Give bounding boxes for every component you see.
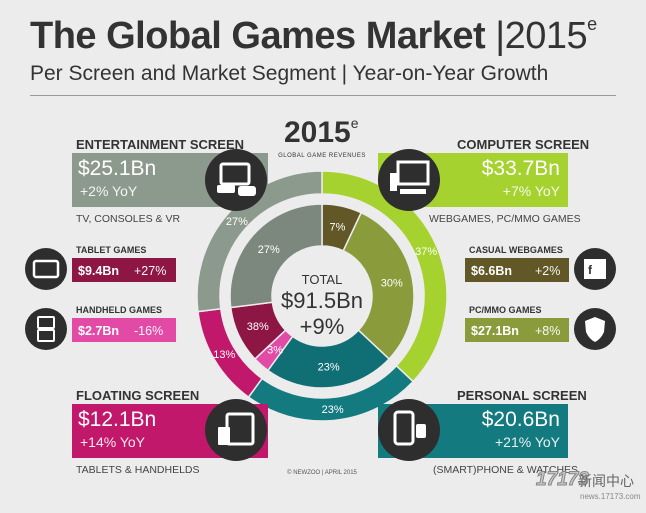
computer-subtitle: WEBGAMES, PC/MMO GAMES [429, 213, 581, 225]
handheld-growth: -16% [134, 324, 164, 338]
inner-slice-entertainment [229, 203, 323, 309]
tablet-value: $9.4Bn [78, 264, 119, 278]
handheld-title: HANDHELD GAMES [76, 305, 163, 315]
inner-label-tablet: 38% [247, 321, 269, 333]
outer-label-personal: 23% [322, 404, 344, 416]
entertainment-title: ENTERTAINMENT SCREEN [76, 137, 245, 152]
pcmmo-title: PC/MMO GAMES [469, 305, 542, 315]
handheld-icon [25, 308, 67, 350]
pcmmo-growth: +8% [535, 324, 561, 338]
handheld-bar: $2.7Bn -16% [72, 318, 176, 342]
inner-slice-pcmmo [342, 211, 415, 361]
credit-line: © NEWZOO | APRIL 2015 [287, 470, 357, 476]
svg-text:f: f [588, 263, 593, 277]
inner-label-entertainment: 27% [258, 244, 280, 256]
entertainment-subtitle: TV, CONSOLES & VR [76, 213, 181, 225]
social-web-icon: f [574, 248, 616, 290]
page-subtitle: Per Screen and Market Segment | Year-on-… [30, 62, 549, 85]
watermark-logo: 17173 新闻中心 news.17173.com [536, 469, 641, 509]
tablet-handheld-icon [205, 399, 267, 461]
computer-title: COMPUTER SCREEN [457, 137, 590, 152]
header-divider [30, 95, 616, 96]
outer-label-floating: 13% [213, 349, 235, 361]
tablet-growth: +27% [134, 264, 167, 278]
title-year: 2015 [504, 15, 588, 57]
casual-growth: +2% [535, 264, 561, 278]
floating-subtitle: TABLETS & HANDHELDS [76, 464, 200, 476]
title-separator: | [495, 15, 505, 57]
watermark-brand: 17173 [536, 469, 590, 491]
smartphone-watch-icon [378, 399, 440, 461]
outer-label-computer: 37% [415, 246, 437, 258]
watermark-cn: 新闻中心 [578, 473, 634, 489]
mmo-shield-icon [574, 308, 616, 350]
entertainment-value: $25.1Bn [78, 157, 157, 180]
personal-value: $20.6Bn [481, 408, 560, 431]
outer-label-entertainment: 27% [226, 216, 248, 228]
tablet-title: TABLET GAMES [76, 245, 147, 255]
tablet-icon [25, 248, 67, 290]
computer-value: $33.7Bn [481, 157, 560, 180]
inner-label-personal: 23% [318, 362, 340, 374]
tablet-bar: $9.4Bn +27% [72, 258, 176, 282]
pcmmo-bar: $27.1Bn +8% [465, 318, 569, 342]
personal-yoy: +21% YoY [494, 434, 560, 450]
page-title: The Global Games Market |2015e [30, 14, 597, 58]
floating-title: FLOATING SCREEN [76, 388, 200, 403]
total-growth: +9% [299, 314, 345, 339]
total-label: TOTAL [301, 272, 343, 287]
title-text: The Global Games Market [30, 15, 486, 57]
casual-title: CASUAL WEBGAMES [469, 245, 563, 255]
chart-year: 2015e [284, 115, 359, 150]
watermark-url: news.17173.com [580, 492, 641, 501]
floating-value: $12.1Bn [78, 408, 157, 431]
casual-value: $6.6Bn [471, 264, 512, 278]
computer-yoy: +7% YoY [502, 183, 560, 199]
entertainment-yoy: +2% YoY [80, 183, 138, 199]
casual-bar: $6.6Bn +2% [465, 258, 569, 282]
total-value: $91.5Bn [281, 288, 363, 313]
personal-subtitle: (SMART)PHONE & WATCHES [433, 464, 579, 476]
personal-title: PERSONAL SCREEN [457, 388, 587, 403]
chart-year-text: 2015 [284, 116, 351, 149]
title-year-sup: e [587, 14, 597, 34]
handheld-value: $2.7Bn [78, 324, 119, 338]
inner-label-pcmmo: 30% [381, 278, 403, 290]
desktop-computer-icon [378, 149, 440, 211]
pcmmo-value: $27.1Bn [471, 324, 519, 338]
chart-year-sup: e [350, 115, 359, 131]
inner-label-handheld: 3% [267, 344, 283, 356]
floating-yoy: +14% YoY [80, 434, 146, 450]
console-vr-icon [205, 149, 267, 211]
chart-caption: GLOBAL GAME REVENUES [278, 153, 366, 159]
inner-label-casual: 7% [330, 222, 346, 234]
